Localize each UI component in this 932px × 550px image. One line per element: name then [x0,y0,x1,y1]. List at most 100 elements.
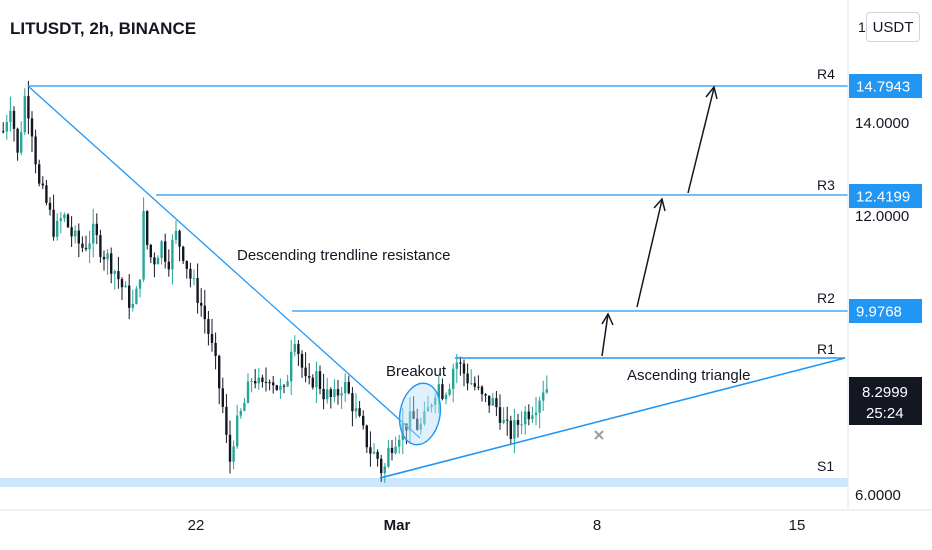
candle-body [376,451,379,459]
candle-body [232,446,235,462]
candle-body [70,227,73,237]
candle-body [516,420,520,425]
candle-body [92,223,95,244]
candle-body [470,383,473,385]
candle-body [524,411,527,425]
projection-arrows [601,85,718,357]
candle-body [12,110,16,129]
candle-body [243,402,246,411]
candle-body [362,415,365,426]
candle-body [394,446,397,454]
candle-body [351,393,354,412]
candle-body [304,367,307,377]
candle-body [88,243,91,250]
candle-body [257,377,260,384]
candle-body [448,388,451,395]
candle-body [354,408,358,412]
candle-body [246,381,250,403]
price-tick-6: 6.0000 [855,487,901,504]
candle-body [164,241,167,262]
price-cut-label: 1 [858,19,866,35]
r4-price-tag [849,74,922,98]
candle-body [459,362,462,364]
descending-trendline[interactable] [27,85,421,439]
cross-icon [594,430,604,440]
candle-body [63,214,66,219]
candle-body [174,230,178,240]
candle-body [171,239,174,270]
candle-body [178,230,181,247]
candle-body [545,389,548,393]
candle-body [412,411,415,419]
candle-body [502,419,505,423]
chart-title: LITUSDT, 2h, BINANCE [10,19,197,38]
candle-body [207,319,210,334]
candle-body [2,131,5,133]
candle-body [434,397,437,406]
price-tick-12: 12.0000 [855,208,909,225]
r1-label: R1 [817,341,835,357]
candle-body [56,220,59,237]
candle-body [214,342,217,356]
candle-body [203,305,206,320]
candle-body [5,122,8,132]
candle-body [254,381,257,384]
candle-body [455,362,458,369]
candle-body [236,415,239,447]
candle-body [45,185,48,203]
candle-body [149,244,152,258]
candle-body [423,411,426,424]
candle-body [268,382,271,384]
candles [2,80,548,483]
candle-body [290,351,293,382]
currency-button[interactable]: USDT [866,12,920,42]
s1-support-band [0,478,848,487]
candle-body [106,253,109,260]
candle-body [38,164,41,184]
breakout-ellipse[interactable] [395,380,445,448]
candle-body [185,260,188,269]
candle-body [74,230,77,237]
candle-body [538,400,541,413]
candle-body [196,278,199,303]
candle-body [20,132,23,153]
candle-body [160,241,163,258]
candle-body [462,363,466,374]
candle-body [293,343,296,352]
candle-body [315,371,318,388]
candle-body [9,110,12,123]
candle-body [27,96,30,119]
triangle-bottom-line[interactable] [379,357,846,479]
candle-body [416,418,419,430]
candle-body [48,202,52,210]
candle-body [16,128,19,153]
candle-body [405,423,408,431]
r4-price-text: 14.7943 [856,79,910,96]
candle-body [189,268,192,279]
candle-body [81,243,84,248]
candle-body [473,383,476,387]
candle-body [311,377,314,388]
candle-body [466,373,469,384]
candle-body [437,384,440,398]
r2-price-text: 9.9768 [856,304,902,321]
candle-body [300,354,304,368]
candle-body [261,377,264,382]
candle-body [52,209,55,237]
candle-body [506,419,509,421]
candle-body [135,288,138,304]
candle-body [365,425,368,448]
candle-body [120,279,124,288]
candle-body [200,302,203,306]
candle-body [272,382,275,386]
candle-body [128,285,131,308]
candle-body [444,394,448,400]
candle-body [99,235,102,257]
candle-body [542,392,545,401]
candle-body [322,388,325,400]
candle-body [484,394,487,396]
candle-body [286,381,289,387]
candle-body [250,381,253,383]
candle-body [66,214,70,228]
